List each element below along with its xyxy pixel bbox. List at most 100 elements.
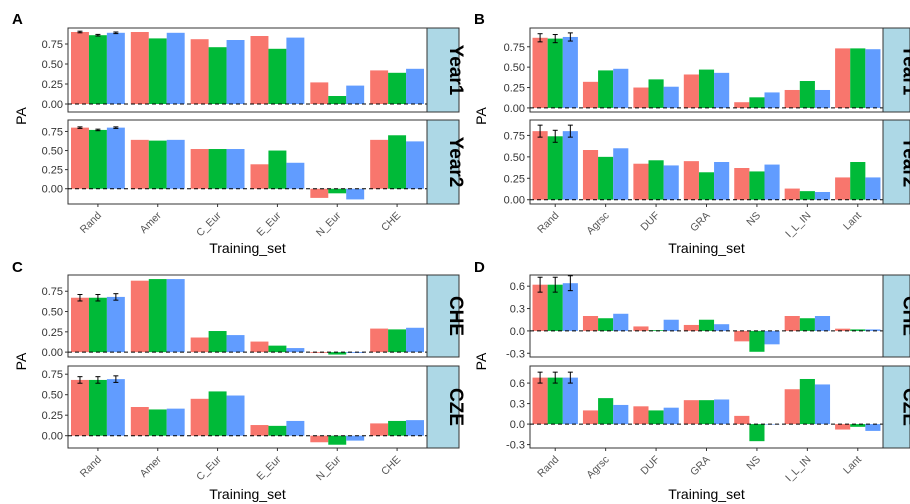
facet-strip-label: Year2 (899, 137, 910, 188)
bar (714, 162, 730, 200)
bar (88, 35, 107, 105)
y-tick-label: -0.3 (506, 348, 525, 360)
facet-strip (426, 365, 460, 449)
x-tick-label: CHE (379, 454, 403, 478)
y-tick-label: 0.75 (42, 39, 63, 51)
bar (663, 319, 679, 331)
x-tick-label: Lant (841, 210, 864, 233)
bar (406, 68, 425, 104)
facet-strip-label: CZE (899, 388, 910, 426)
facet-strip (426, 27, 460, 113)
x-tick-label: I_L_IN (783, 454, 813, 484)
bar (388, 420, 407, 436)
facet-strip (882, 119, 910, 205)
x-tick-label: Rand (78, 210, 104, 236)
bar (698, 172, 715, 200)
bar (663, 86, 679, 108)
bar (532, 131, 548, 200)
bar (328, 96, 347, 104)
bar (148, 409, 167, 436)
x-tick-label: NS (744, 454, 763, 473)
bar (310, 352, 329, 353)
bar (190, 149, 209, 189)
x-tick-label: CHE (379, 210, 403, 234)
facet-strip-label: CHE (899, 296, 910, 336)
y-tick-label: 0.50 (42, 390, 63, 402)
panel-label: B (474, 11, 485, 28)
facet-year1: 0.00 0.25 0.50 0.75 Year1 (504, 27, 910, 115)
y-tick-label: 0.75 (504, 42, 525, 54)
bar (749, 97, 765, 108)
y-tick-label: 0.0 (510, 419, 525, 431)
bar (532, 284, 548, 331)
y-tick-label: 0.00 (42, 99, 63, 111)
bar (633, 326, 649, 331)
bar (562, 131, 578, 200)
y-tick-label: 0.25 (42, 327, 63, 339)
x-tick-label: Rand (78, 454, 104, 480)
bar (734, 415, 750, 425)
y-tick-label: 0.25 (504, 173, 525, 185)
bar (613, 68, 629, 108)
bar (683, 74, 699, 108)
y-tick-label: -0.3 (506, 440, 525, 452)
bar (784, 316, 800, 331)
bar (799, 81, 815, 108)
bar (547, 284, 563, 331)
bar (814, 384, 831, 425)
facet-frame (67, 274, 428, 358)
bar (663, 165, 679, 200)
bar (850, 424, 866, 427)
bar (865, 424, 881, 431)
bar (582, 316, 599, 331)
bar (106, 379, 125, 436)
bar (683, 324, 699, 331)
chart-panel-c: C 0.00 0.25 0.50 0.75 CHE 0.00 0.25 0.50 0.75 CZE R… (12, 259, 466, 502)
bar (698, 400, 715, 425)
x-tick-label: Agrsc (584, 210, 611, 237)
bar (850, 162, 866, 200)
facet-strip-label: Year1 (899, 45, 910, 96)
panel-label: A (12, 11, 23, 28)
bar (784, 188, 800, 200)
facet-frame (67, 119, 428, 205)
bar (714, 399, 730, 425)
y-tick-label: 0.0 (510, 326, 525, 338)
bar (683, 161, 699, 200)
bar (250, 425, 269, 436)
bar (208, 149, 227, 189)
bar (835, 48, 851, 108)
bar (250, 36, 269, 104)
bar (70, 379, 89, 436)
bar (547, 136, 563, 200)
bar (190, 39, 209, 105)
bar (582, 150, 599, 200)
facet-frame (67, 365, 428, 449)
bar (70, 127, 89, 189)
bar (683, 400, 699, 425)
bar (547, 38, 563, 108)
bar (388, 135, 407, 189)
facet-year2: 0.00 0.25 0.50 0.75 Year2 (42, 119, 466, 205)
bar (598, 156, 614, 200)
bar (268, 425, 287, 436)
bar (532, 37, 548, 108)
bar (226, 335, 245, 353)
bar (764, 164, 780, 200)
y-tick-label: 0.75 (42, 369, 63, 381)
y-tick-label: 0.00 (504, 195, 525, 207)
panel-label: D (474, 259, 485, 276)
bar (328, 435, 347, 445)
bar (70, 32, 89, 104)
bar (250, 164, 269, 189)
bar (406, 420, 425, 436)
bar (714, 72, 730, 108)
bar (865, 49, 881, 108)
bar (346, 188, 365, 200)
x-axis-title: Training_set (209, 486, 286, 502)
bar (328, 188, 347, 194)
bar (388, 329, 407, 353)
bar (268, 48, 287, 104)
bar (88, 297, 107, 353)
bar (226, 40, 245, 104)
